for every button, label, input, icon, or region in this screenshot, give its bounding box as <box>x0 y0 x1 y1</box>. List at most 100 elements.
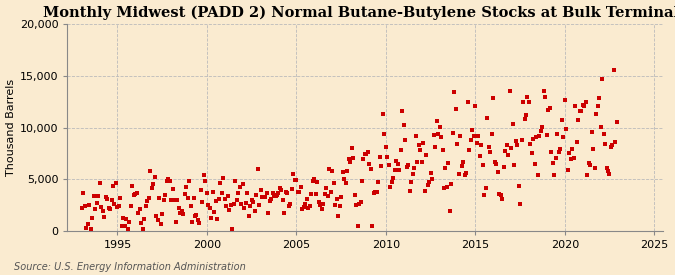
Point <box>475 153 485 158</box>
Point <box>406 180 416 185</box>
Point <box>391 159 402 164</box>
Point <box>217 190 227 195</box>
Point <box>127 184 138 188</box>
Point <box>84 203 95 207</box>
Point <box>454 172 464 177</box>
Point <box>440 166 451 170</box>
Point <box>561 127 572 131</box>
Point <box>245 204 256 208</box>
Point <box>361 151 372 156</box>
Point <box>524 100 535 104</box>
Point <box>252 167 263 171</box>
Point <box>328 181 339 185</box>
Point <box>352 224 363 228</box>
Point <box>76 205 87 210</box>
Point <box>221 204 232 209</box>
Point <box>464 148 475 153</box>
Point <box>286 186 297 191</box>
Point <box>136 221 146 226</box>
Point <box>577 103 588 108</box>
Point <box>403 163 414 167</box>
Point <box>236 202 246 206</box>
Title: Monthly Midwest (PADD 2) Normal Butane-Butylene Stocks at Bulk Terminals: Monthly Midwest (PADD 2) Normal Butane-B… <box>43 6 675 20</box>
Point <box>396 148 406 153</box>
Point <box>379 132 389 136</box>
Point <box>126 204 136 208</box>
Point <box>248 200 259 204</box>
Point <box>516 138 527 142</box>
Point <box>160 193 171 197</box>
Point <box>485 149 495 154</box>
Point <box>534 133 545 138</box>
Point <box>410 134 421 138</box>
Point <box>312 180 323 184</box>
Point <box>519 117 530 121</box>
Point <box>556 117 567 122</box>
Point <box>202 191 213 196</box>
Point <box>102 197 113 201</box>
Point <box>422 183 433 187</box>
Point <box>264 199 275 203</box>
Point <box>509 163 520 167</box>
Point <box>227 227 238 231</box>
Point <box>549 173 560 178</box>
Point <box>539 88 549 93</box>
Point <box>243 214 254 219</box>
Point <box>488 95 499 100</box>
Point <box>78 191 88 195</box>
Point <box>161 179 172 183</box>
Point <box>481 186 491 190</box>
Point <box>434 125 445 129</box>
Point <box>502 143 512 147</box>
Point <box>122 227 133 231</box>
Point <box>318 202 329 206</box>
Point <box>119 224 130 229</box>
Point <box>300 202 310 206</box>
Point <box>507 122 518 126</box>
Point <box>322 194 333 199</box>
Point <box>354 202 364 206</box>
Point <box>503 153 514 158</box>
Point <box>371 190 382 194</box>
Point <box>154 196 165 200</box>
Point <box>143 196 154 200</box>
Point <box>234 185 245 189</box>
Point <box>319 192 330 196</box>
Point <box>194 221 205 225</box>
Point <box>504 89 515 94</box>
Point <box>106 197 117 202</box>
Point <box>181 185 192 189</box>
Point <box>139 217 150 221</box>
Point <box>543 108 554 112</box>
Point <box>290 178 300 183</box>
Point <box>133 211 144 216</box>
Point <box>418 141 429 145</box>
Point <box>196 188 207 192</box>
Point <box>109 202 120 207</box>
Point <box>304 204 315 209</box>
Point <box>86 216 97 220</box>
Point <box>383 163 394 167</box>
Point <box>494 191 505 196</box>
Point <box>445 209 456 213</box>
Point <box>345 160 356 164</box>
Point <box>306 192 317 196</box>
Point <box>298 204 309 209</box>
Point <box>297 207 308 211</box>
Point <box>514 202 525 206</box>
Point <box>460 172 470 177</box>
Point <box>424 180 435 184</box>
Point <box>288 171 299 176</box>
Point <box>592 104 603 109</box>
Point <box>362 150 373 154</box>
Point <box>327 168 338 173</box>
Point <box>269 194 279 199</box>
Point <box>90 207 101 212</box>
Point <box>242 191 252 196</box>
Point <box>482 116 493 120</box>
Point <box>375 155 385 159</box>
Point <box>113 204 124 208</box>
Point <box>458 159 468 164</box>
Point <box>179 192 190 197</box>
Point <box>200 179 211 183</box>
